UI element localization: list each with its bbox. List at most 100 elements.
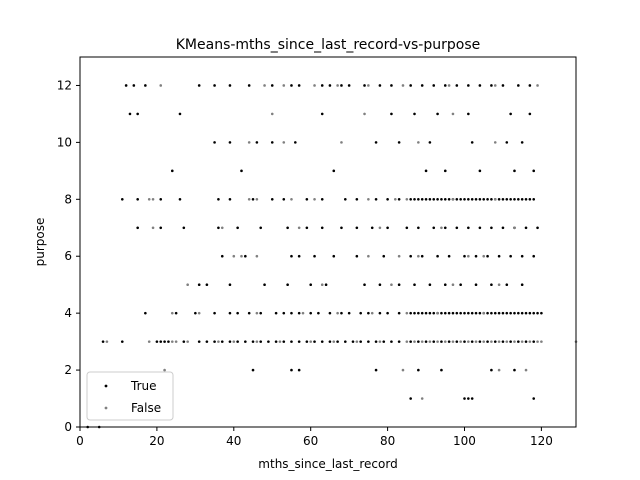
point-true-66	[305, 198, 309, 201]
y-tick-label-5: 10	[57, 135, 72, 149]
point-true-187	[378, 311, 382, 315]
point-false-39	[397, 254, 401, 258]
point-true-276	[251, 368, 255, 372]
point-true-168	[144, 311, 147, 315]
point-true-75	[417, 198, 420, 201]
point-true-190	[409, 311, 412, 315]
point-true-49	[170, 169, 174, 173]
point-true-100	[513, 198, 516, 201]
point-true-16	[390, 84, 393, 87]
point-false-86	[528, 340, 532, 343]
point-true-282	[490, 368, 493, 372]
point-false-27	[451, 198, 455, 201]
point-false-14	[282, 141, 286, 144]
y-tick-label-3: 6	[64, 249, 72, 263]
point-false-80	[482, 340, 486, 343]
point-false-9	[536, 84, 539, 87]
point-false-62	[217, 340, 220, 343]
point-true-140	[420, 254, 424, 258]
point-false-53	[370, 311, 374, 315]
point-true-85	[455, 198, 459, 201]
point-true-7	[270, 84, 274, 87]
point-true-268	[478, 340, 482, 343]
point-false-59	[170, 340, 174, 343]
point-true-265	[455, 340, 459, 343]
x-tick-label-3: 60	[303, 434, 318, 448]
point-false-85	[520, 340, 524, 343]
legend: True False	[86, 371, 174, 421]
y-tick-label-2: 4	[64, 306, 72, 320]
point-false-64	[255, 340, 259, 343]
point-true-222	[532, 311, 536, 315]
point-true-202	[455, 311, 459, 315]
point-true-246	[305, 340, 309, 343]
legend-marker-true	[104, 384, 108, 388]
point-true-281	[440, 368, 443, 372]
point-true-52	[424, 169, 428, 173]
point-false-90	[163, 368, 166, 372]
point-true-69	[355, 198, 359, 201]
point-false-10	[270, 112, 274, 116]
point-false-93	[524, 368, 528, 372]
point-true-32	[390, 112, 393, 116]
point-true-185	[359, 311, 362, 315]
point-true-71	[386, 198, 389, 201]
point-true-172	[228, 311, 232, 315]
point-false-6	[401, 84, 405, 87]
point-false-45	[390, 283, 393, 286]
point-true-237	[236, 340, 239, 343]
point-true-263	[440, 340, 443, 343]
point-true-180	[309, 311, 313, 315]
point-true-35	[467, 112, 470, 116]
legend-box	[86, 371, 174, 421]
point-true-61	[217, 198, 220, 201]
x-axis: 0 20 40 60 80 100 120	[76, 427, 553, 448]
point-true-221	[528, 311, 532, 315]
point-true-165	[490, 283, 493, 286]
point-false-23	[313, 198, 316, 201]
y-axis: 0 2 4 6 8 10 12	[57, 78, 80, 434]
point-false-77	[459, 340, 462, 343]
point-false-49	[197, 311, 201, 315]
point-true-136	[332, 254, 336, 258]
point-true-261	[424, 340, 428, 343]
point-true-163	[459, 283, 462, 286]
x-tick-label-2: 40	[226, 434, 241, 448]
point-true-240	[259, 340, 263, 343]
point-true-173	[236, 311, 239, 315]
point-true-15	[378, 84, 382, 87]
point-true-200	[447, 311, 451, 315]
point-true-196	[432, 311, 436, 315]
point-true-183	[340, 311, 343, 315]
point-false-3	[313, 84, 316, 87]
point-false-61	[186, 340, 189, 343]
point-true-142	[447, 254, 451, 258]
legend-label-true: True	[130, 379, 157, 393]
point-true-109	[217, 226, 220, 230]
point-false-69	[378, 340, 382, 343]
point-true-238	[244, 340, 247, 343]
point-false-36	[240, 254, 243, 258]
point-true-181	[317, 311, 320, 315]
point-true-60	[178, 198, 182, 201]
point-true-64	[270, 198, 274, 201]
point-false-34	[513, 226, 516, 230]
point-true-97	[501, 198, 505, 201]
point-false-57	[105, 340, 109, 343]
point-true-55	[513, 169, 516, 173]
point-false-66	[309, 340, 313, 343]
point-true-1	[132, 84, 136, 87]
point-true-133	[290, 254, 293, 258]
point-true-239	[251, 340, 255, 343]
point-true-110	[236, 226, 239, 230]
point-true-123	[455, 226, 459, 230]
point-true-82	[443, 198, 447, 201]
point-true-74	[413, 198, 416, 201]
point-true-102	[520, 198, 524, 201]
point-true-174	[247, 311, 251, 315]
point-true-284	[409, 397, 412, 400]
point-true-164	[474, 283, 478, 286]
point-true-119	[405, 226, 409, 230]
point-false-51	[301, 311, 305, 315]
point-true-193	[420, 311, 424, 315]
